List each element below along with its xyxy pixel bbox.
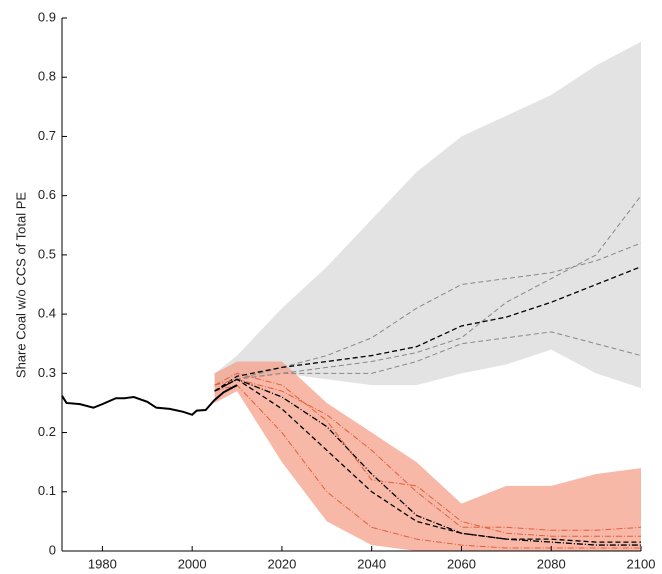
scenario-line <box>214 372 641 537</box>
y-tick-label: 0.3 <box>38 365 56 380</box>
y-tick-label: 0.7 <box>38 128 56 143</box>
scenario-line <box>214 378 642 531</box>
x-tick-label: 2040 <box>357 556 386 571</box>
y-tick-label: 0.4 <box>38 306 56 321</box>
x-tick-label: 2000 <box>178 556 207 571</box>
y-tick-label: 0.9 <box>38 9 56 24</box>
x-tick-label: 2060 <box>447 556 476 571</box>
scenario-line <box>214 331 642 392</box>
y-tick-label: 0 <box>49 542 56 557</box>
scenario-line <box>214 266 642 392</box>
range-band <box>214 41 641 398</box>
scenario-line <box>214 384 641 549</box>
x-tick-label: 2020 <box>267 556 296 571</box>
scenario-line <box>214 195 642 392</box>
x-tick-label: 2100 <box>627 556 656 571</box>
y-axis-label: Share Coal w/o CCS of Total PE <box>13 192 28 379</box>
y-tick-label: 0.8 <box>38 69 56 84</box>
y-tick-label: 0.6 <box>38 187 56 202</box>
y-tick-label: 0.2 <box>38 424 56 439</box>
x-tick-label: 1980 <box>88 556 117 571</box>
history-line <box>61 384 238 416</box>
scenario-line <box>214 378 641 546</box>
y-tick-label: 0.1 <box>38 483 56 498</box>
scenario-line <box>214 242 642 392</box>
y-tick-label: 0.5 <box>38 246 56 261</box>
range-band <box>214 361 641 551</box>
x-tick-label: 2080 <box>537 556 566 571</box>
